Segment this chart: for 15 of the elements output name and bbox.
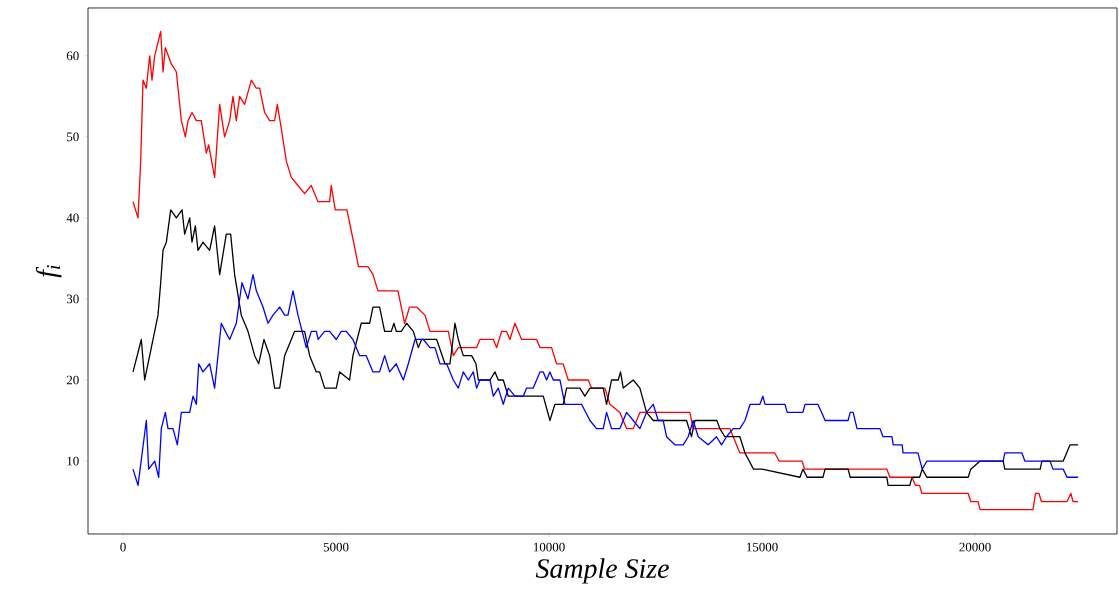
y-tick-label: 30 <box>66 294 79 304</box>
y-tick-label: 10 <box>67 456 79 466</box>
x-tick-label: 5000 <box>323 542 349 552</box>
x-tick-label: 0 <box>120 542 126 552</box>
x-tick-label: 15000 <box>746 542 778 552</box>
line-series <box>132 30 1079 511</box>
line-series <box>132 273 1079 486</box>
x-axis-title: Sample Size <box>535 558 669 584</box>
y-axis-title: f$_{i}$ <box>35 265 62 278</box>
x-tick-label: 20000 <box>959 542 991 552</box>
y-tick-label: 40 <box>66 213 79 223</box>
y-tick-label: 20 <box>66 375 79 385</box>
y-tick-label: 60 <box>66 51 79 61</box>
y-tick-label: 50 <box>67 132 79 142</box>
x-tick-label: 10000 <box>533 542 565 552</box>
